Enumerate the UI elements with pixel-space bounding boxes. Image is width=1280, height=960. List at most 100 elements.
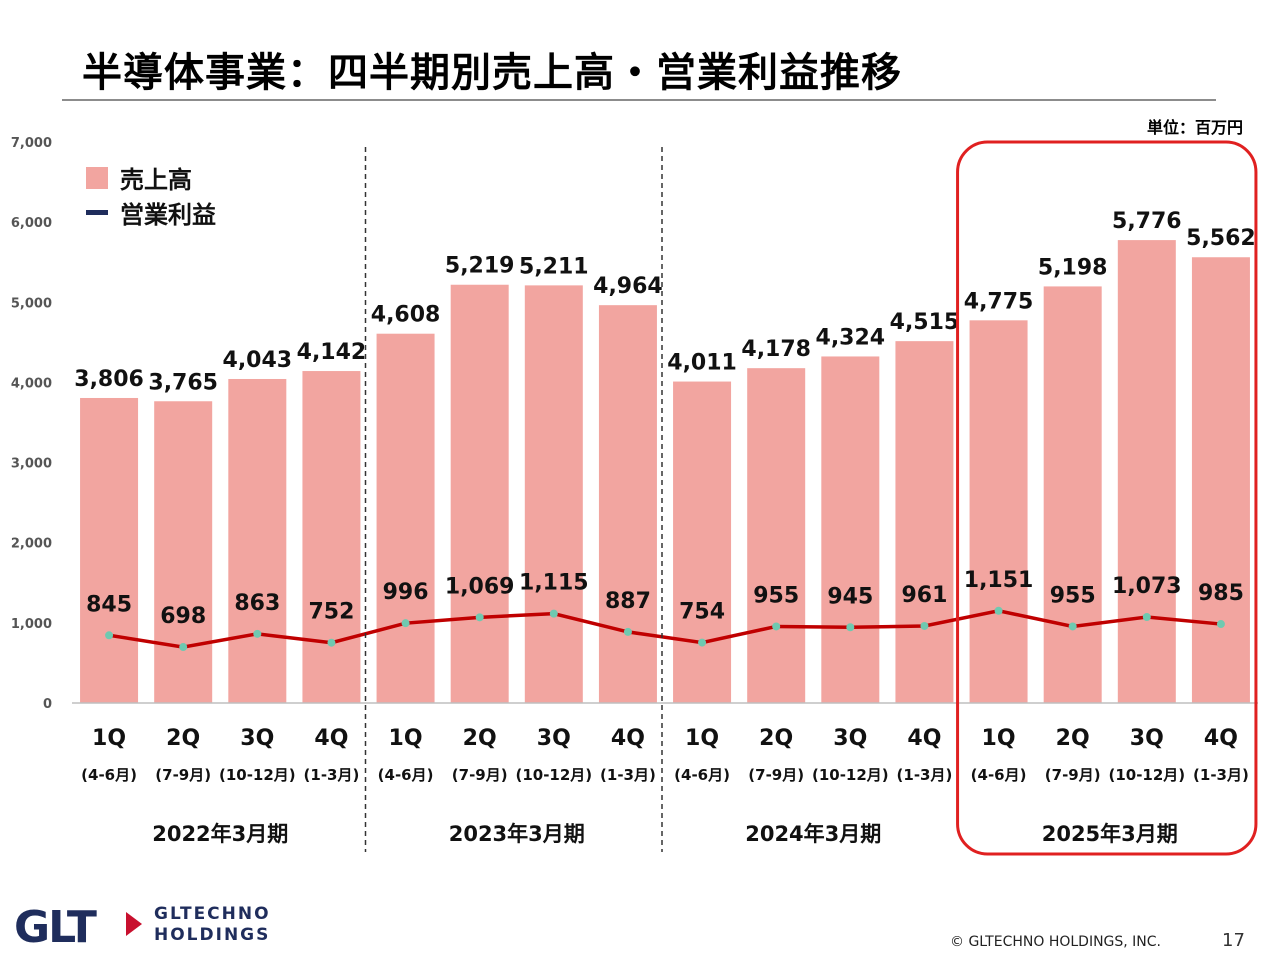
- x-category-label: 2Q: [1056, 726, 1090, 751]
- x-category-label: 3Q: [1130, 726, 1164, 751]
- legend-label-line: 営業利益: [120, 201, 216, 229]
- legend-swatch-line: [86, 210, 108, 215]
- company-logo: GLT GLTECHNO HOLDINGS: [14, 898, 274, 953]
- bar-value-label: 4,142: [297, 340, 367, 365]
- y-tick-label: 0: [43, 697, 52, 712]
- profit-point: [105, 631, 114, 640]
- profit-value-label: 1,151: [964, 568, 1034, 593]
- profit-line: [108, 608, 1222, 649]
- bar-value-label: 4,775: [964, 289, 1034, 314]
- x-category-label: 2Q: [463, 726, 497, 751]
- x-category-label: 1Q: [92, 726, 126, 751]
- bar-value-label: 4,964: [593, 274, 663, 299]
- profit-value-label: 863: [234, 591, 280, 616]
- profit-value-label: 945: [827, 584, 873, 609]
- bar: [228, 378, 287, 703]
- profit-value-label: 752: [308, 600, 354, 625]
- profit-point: [772, 622, 781, 631]
- fiscal-year-label: 2023年3月期: [449, 822, 585, 846]
- bar-value-label: 4,324: [816, 325, 886, 350]
- bar: [598, 305, 657, 703]
- y-tick-label: 5,000: [11, 296, 52, 311]
- profit-point: [1068, 622, 1077, 631]
- bar: [895, 341, 954, 703]
- profit-point: [475, 613, 484, 622]
- page-number: 17: [1222, 930, 1245, 951]
- bar-value-label: 5,219: [445, 254, 515, 279]
- y-tick-label: 7,000: [11, 136, 52, 151]
- bar-value-label: 4,608: [371, 303, 441, 328]
- x-category-label: 4Q: [907, 726, 941, 751]
- x-category-label: 2Q: [166, 726, 200, 751]
- x-sub-label: (1-3月): [1193, 766, 1249, 784]
- x-category-label: 3Q: [240, 726, 274, 751]
- x-category-label: 4Q: [314, 726, 348, 751]
- profit-point: [327, 638, 336, 647]
- y-tick-label: 2,000: [11, 537, 52, 552]
- bar-value-label: 4,043: [223, 348, 293, 373]
- bar: [747, 368, 806, 703]
- x-category-label: 3Q: [537, 726, 571, 751]
- x-category-label: 1Q: [982, 726, 1016, 751]
- profit-value-label: 698: [160, 604, 206, 629]
- x-sub-label: (7-9月): [1045, 766, 1101, 784]
- x-category-label: 1Q: [389, 726, 423, 751]
- profit-point: [401, 619, 410, 628]
- bar: [524, 285, 583, 703]
- y-tick-label: 3,000: [11, 457, 52, 472]
- profit-point: [994, 606, 1003, 615]
- legend-label-bar: 売上高: [120, 166, 192, 194]
- bar: [821, 356, 880, 703]
- bar-value-label: 5,198: [1038, 255, 1108, 280]
- copyright: © GLTECHNO HOLDINGS, INC.: [950, 934, 1162, 950]
- x-sub-label: (10-12月): [219, 766, 296, 784]
- page-title: 半導体事業：四半期別売上高・営業利益推移: [82, 50, 902, 96]
- profit-value-label: 985: [1198, 581, 1244, 606]
- profit-value-label: 961: [901, 583, 947, 608]
- bar-value-label: 4,178: [741, 337, 811, 362]
- bar-value-label: 3,765: [148, 370, 218, 395]
- profit-value-label: 996: [383, 580, 429, 605]
- x-sub-label: (1-3月): [600, 766, 656, 784]
- x-sub-label: (7-9月): [155, 766, 211, 784]
- x-sub-label: (1-3月): [304, 766, 360, 784]
- bar-value-label: 3,806: [74, 367, 144, 392]
- bar-value-label: 5,776: [1112, 209, 1182, 234]
- bar: [376, 333, 435, 703]
- bar: [302, 371, 361, 703]
- bar: [969, 320, 1028, 703]
- x-category-label: 3Q: [833, 726, 867, 751]
- bar-value-label: 5,562: [1186, 226, 1256, 251]
- x-sub-label: (4-6月): [674, 766, 730, 784]
- x-category-label: 4Q: [1204, 726, 1238, 751]
- profit-value-label: 1,073: [1112, 574, 1182, 599]
- legend-swatch-bar: [86, 167, 108, 189]
- x-sub-label: (7-9月): [452, 766, 508, 784]
- y-tick-label: 4,000: [11, 376, 52, 391]
- y-tick-label: 1,000: [11, 617, 52, 632]
- bar: [450, 284, 509, 703]
- x-sub-label: (4-6月): [971, 766, 1027, 784]
- bar-value-label: 5,211: [519, 254, 589, 279]
- profit-point: [179, 643, 188, 652]
- fiscal-year-label: 2022年3月期: [152, 822, 288, 846]
- profit-value-label: 1,069: [445, 574, 515, 599]
- highlight-box: [956, 140, 1258, 856]
- x-sub-label: (4-6月): [378, 766, 434, 784]
- logo-line2: HOLDINGS: [154, 925, 271, 945]
- logo-mark: GLT: [14, 902, 97, 953]
- y-tick-label: 6,000: [11, 216, 52, 231]
- profit-value-label: 955: [1050, 583, 1096, 608]
- bar: [1117, 240, 1176, 704]
- logo-text: GLTECHNO HOLDINGS: [154, 904, 271, 946]
- logo-triangle-icon: [126, 912, 142, 936]
- profit-point: [623, 627, 632, 636]
- profit-point: [253, 629, 262, 638]
- x-sub-label: (10-12月): [812, 766, 889, 784]
- x-category-label: 1Q: [685, 726, 719, 751]
- logo-line1: GLTECHNO: [154, 904, 271, 924]
- bar: [80, 397, 139, 703]
- x-sub-label: (4-6月): [81, 766, 137, 784]
- profit-value-label: 845: [86, 592, 132, 617]
- bar: [154, 401, 213, 703]
